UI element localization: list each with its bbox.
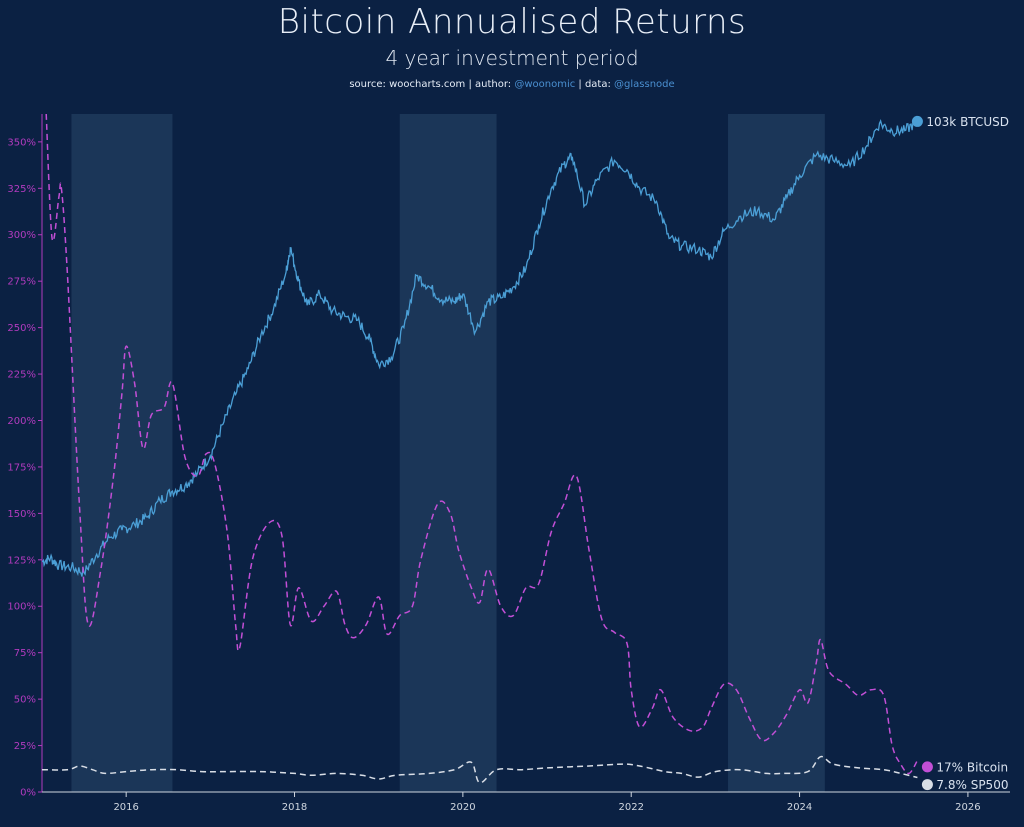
x-tick-label: 2026 — [955, 802, 980, 813]
y-tick-label: 75% — [14, 648, 36, 659]
author-link[interactable]: @woonomic — [514, 79, 576, 90]
y-tick-label: 250% — [7, 323, 36, 334]
end-label-sp500: 7.8% SP500 — [936, 778, 1008, 792]
y-tick-label: 100% — [7, 602, 36, 613]
y-tick-label: 350% — [7, 137, 36, 148]
source-prefix: source: — [349, 79, 390, 90]
shaded-period-1 — [399, 114, 497, 792]
end-marker-btcusd — [911, 115, 923, 127]
series-line-bitcoin — [45, 113, 919, 775]
series-line-sp500 — [41, 755, 918, 784]
x-tick-label: 2018 — [282, 802, 307, 813]
y-tick-label: 175% — [7, 462, 36, 473]
y-tick-label: 125% — [7, 555, 36, 566]
y-axis: 0% 25% 50% 75% 100% 125% 150% 175% 200% 225% 250% 2… — [7, 114, 43, 799]
x-tick-label: 2016 — [113, 802, 138, 813]
y-tick-label: 50% — [14, 695, 36, 706]
chart-subtitle: 4 year investment period — [385, 46, 639, 70]
y-tick-label: 0% — [20, 788, 36, 799]
x-tick-label: 2022 — [618, 802, 643, 813]
end-marker-bitcoin — [921, 761, 933, 773]
shaded-periods — [71, 114, 825, 792]
y-tick-label: 200% — [7, 416, 36, 427]
y-tick-label: 325% — [7, 184, 36, 195]
end-label-btcusd: 103k BTCUSD — [926, 115, 1009, 129]
shaded-period-2 — [728, 114, 825, 792]
end-labels: 103k BTCUSD 17% Bitcoin 7.8% SP500 — [911, 115, 1009, 792]
chart-title: Bitcoin Annualised Returns — [277, 2, 747, 42]
y-tick-label: 25% — [14, 741, 36, 752]
series-line-btcusd — [41, 115, 919, 577]
source-line: source: woocharts.com | author: @woonomi… — [0, 79, 1024, 90]
y-tick-label: 300% — [7, 230, 36, 241]
x-tick-label: 2020 — [450, 802, 475, 813]
x-axis: 2016 2018 2020 2022 2024 2026 — [42, 791, 1010, 813]
end-label-bitcoin: 17% Bitcoin — [936, 760, 1008, 774]
series-lines — [41, 113, 919, 784]
data-prefix: | data: — [575, 79, 615, 90]
y-tick-label: 275% — [7, 277, 36, 288]
author-prefix: | author: — [465, 79, 515, 90]
end-marker-sp500 — [921, 779, 933, 791]
shaded-period-0 — [71, 114, 173, 792]
y-tick-label: 225% — [7, 370, 36, 381]
y-tick-label: 150% — [7, 509, 36, 520]
source-site-link[interactable]: woocharts.com — [389, 79, 466, 90]
x-tick-label: 2024 — [787, 802, 812, 813]
data-source-link[interactable]: @glassnode — [614, 79, 675, 90]
